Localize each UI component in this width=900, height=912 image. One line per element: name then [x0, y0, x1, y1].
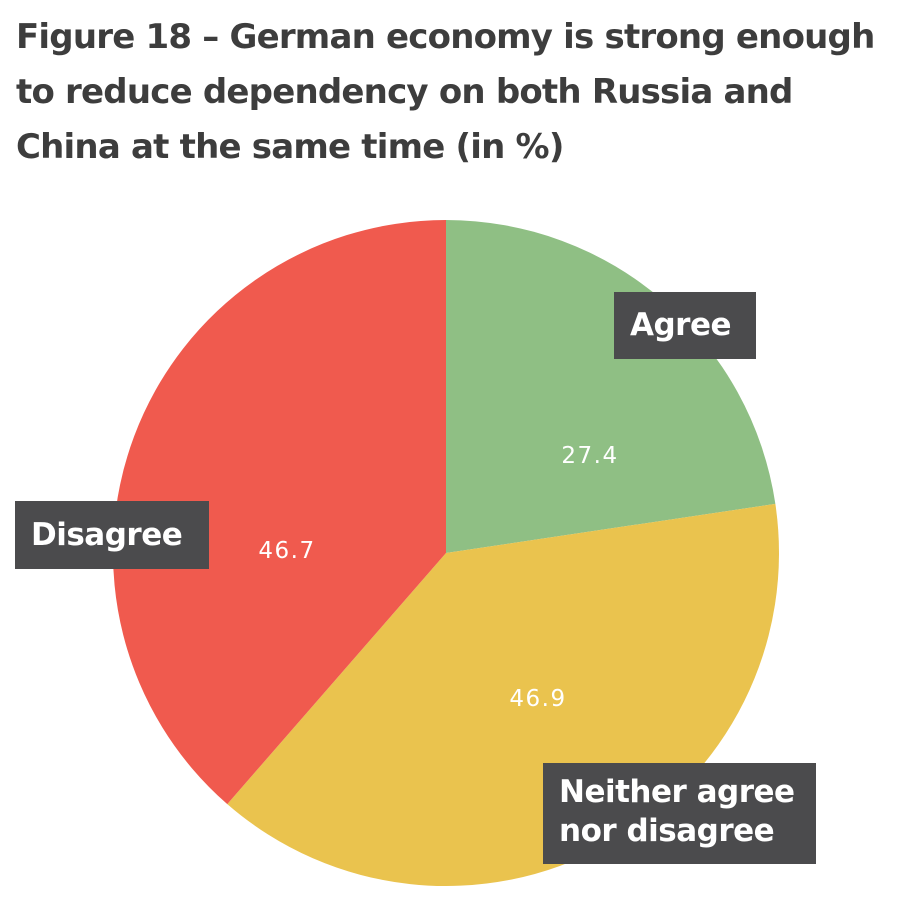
slice-label-agree: Agree: [614, 292, 756, 359]
slice-label-disagree: Disagree: [15, 501, 209, 569]
slice-value-disagree: 46.7: [258, 538, 315, 564]
slice-value-neither: 46.9: [509, 686, 566, 712]
slice-label-neither: Neither agree nor disagree: [543, 763, 816, 864]
chart-title: Figure 18 – German economy is strong eno…: [16, 17, 875, 167]
slice-value-agree: 27.4: [561, 443, 618, 469]
pie-slice-agree: [446, 220, 776, 553]
pie-slice-disagree: [112, 220, 447, 805]
slice-label-neither-text: Neither agree nor disagree: [559, 774, 795, 849]
